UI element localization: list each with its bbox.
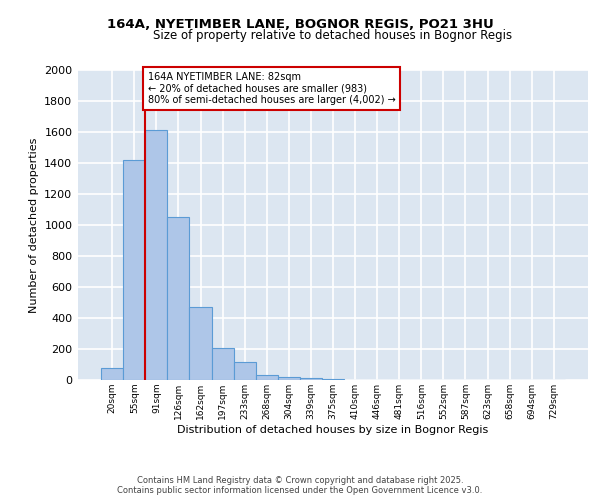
Bar [123,160,145,380]
X-axis label: Distribution of detached houses by size in Bognor Regis: Distribution of detached houses by size … [178,424,488,434]
Bar [101,368,123,380]
Bar [167,217,190,380]
Y-axis label: Number of detached properties: Number of detached properties [29,138,39,312]
Text: 164A, NYETIMBER LANE, BOGNOR REGIS, PO21 3HU: 164A, NYETIMBER LANE, BOGNOR REGIS, PO21… [107,18,493,30]
Bar [145,130,167,380]
Text: Contains HM Land Registry data © Crown copyright and database right 2025.
Contai: Contains HM Land Registry data © Crown c… [118,476,482,495]
Bar [300,378,322,380]
Bar [322,379,344,380]
Bar [190,307,212,380]
Bar [256,374,278,380]
Bar [278,377,300,380]
Text: 164A NYETIMBER LANE: 82sqm
← 20% of detached houses are smaller (983)
80% of sem: 164A NYETIMBER LANE: 82sqm ← 20% of deta… [148,72,395,105]
Bar [233,362,256,380]
Title: Size of property relative to detached houses in Bognor Regis: Size of property relative to detached ho… [154,30,512,43]
Bar [212,348,233,380]
